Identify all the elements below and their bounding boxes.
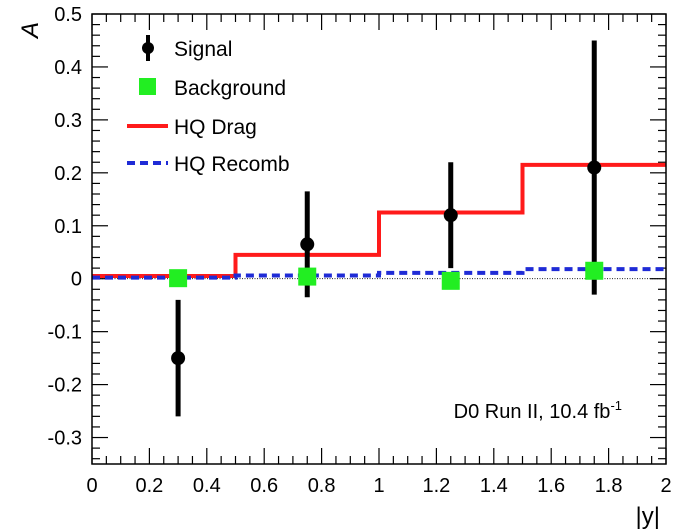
legend-entry-background: Background bbox=[139, 77, 286, 100]
x-tick-label: 0.4 bbox=[193, 475, 221, 497]
hq-recomb-series bbox=[92, 267, 666, 280]
background-point bbox=[585, 261, 604, 280]
y-tick-label: 0.5 bbox=[54, 4, 82, 26]
signal-point bbox=[300, 237, 315, 252]
legend-label-background: Background bbox=[174, 77, 286, 100]
legend: Signal Background HQ Drag HQ Recomb bbox=[127, 35, 290, 176]
y-tick-label: 0 bbox=[71, 269, 82, 291]
x-tick-label: 1.8 bbox=[595, 475, 623, 497]
hq-recomb-step-line bbox=[92, 267, 666, 280]
x-tick-label: 0 bbox=[86, 475, 97, 497]
y-tick-label: 0.4 bbox=[54, 57, 82, 79]
background-series bbox=[169, 261, 604, 290]
y-tick-label: -0.3 bbox=[48, 428, 82, 450]
legend-label-hq-recomb: HQ Recomb bbox=[174, 153, 290, 176]
x-tick-labels: 0 0.2 0.4 0.6 0.8 1 1.2 1.4 1.6 1.8 2 bbox=[86, 475, 671, 497]
x-axis-label: |y| bbox=[636, 503, 660, 530]
y-tick-label: 0.3 bbox=[54, 110, 82, 132]
hq-drag-series bbox=[92, 162, 666, 279]
background-point bbox=[441, 271, 460, 290]
x-tick-label: 1 bbox=[373, 475, 384, 497]
y-tick-label: -0.1 bbox=[48, 322, 82, 344]
legend-label-hq-drag: HQ Drag bbox=[174, 116, 257, 139]
x-tick-label: 0.8 bbox=[308, 475, 336, 497]
legend-entry-hq-recomb: HQ Recomb bbox=[127, 153, 290, 176]
signal-point bbox=[587, 160, 602, 175]
x-tick-label: 0.6 bbox=[250, 475, 278, 497]
signal-point bbox=[443, 208, 458, 223]
legend-entry-signal: Signal bbox=[142, 35, 232, 61]
x-tick-label: 1.2 bbox=[422, 475, 450, 497]
plot-frame bbox=[91, 13, 667, 465]
x-tick-label: 2 bbox=[660, 475, 671, 497]
y-axis-label: A bbox=[17, 22, 44, 40]
x-tick-label: 1.6 bbox=[537, 475, 565, 497]
annotation-text: D0 Run II, 10.4 fb bbox=[454, 401, 611, 423]
signal-series bbox=[171, 40, 602, 417]
annotation-superscript: -1 bbox=[610, 398, 622, 413]
y-tick-labels: -0.3 -0.2 -0.1 0 0.1 0.2 0.3 0.4 0.5 bbox=[48, 4, 82, 450]
x-tick-label: 0.2 bbox=[135, 475, 163, 497]
y-tick-label: 0.1 bbox=[54, 216, 82, 238]
background-point bbox=[169, 269, 188, 288]
signal-point bbox=[171, 351, 186, 366]
x-tick-label: 1.4 bbox=[480, 475, 508, 497]
background-point bbox=[298, 267, 317, 286]
legend-label-signal: Signal bbox=[174, 38, 232, 61]
y-tick-label: -0.2 bbox=[48, 375, 82, 397]
legend-entry-hq-drag: HQ Drag bbox=[127, 116, 257, 139]
hq-drag-step-line bbox=[92, 162, 666, 279]
run-annotation: D0 Run II, 10.4 fb-1 bbox=[454, 398, 622, 423]
y-tick-label: 0.2 bbox=[54, 163, 82, 185]
